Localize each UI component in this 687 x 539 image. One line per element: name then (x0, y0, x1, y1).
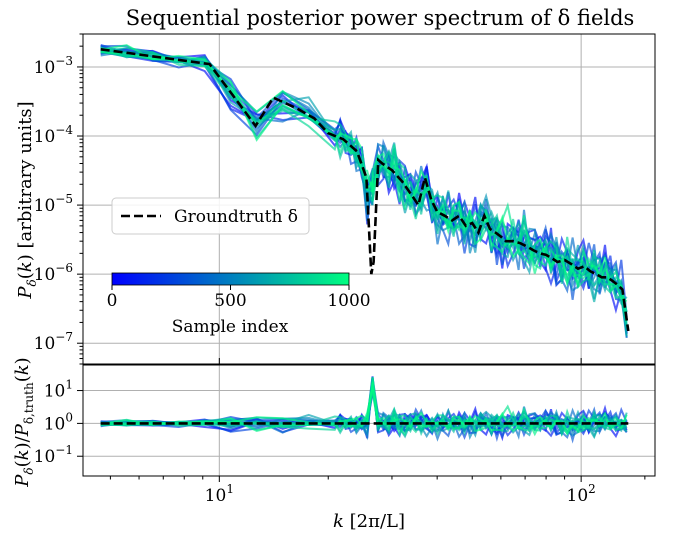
bottom-panel-y-ticks: 101 100 10−1 (34, 378, 83, 467)
top-y-tick-label: 10−6 (34, 261, 73, 285)
ratio-sample-line (100, 377, 628, 438)
top-y-tick-label: 10−3 (34, 54, 73, 78)
colorbar-gradient (111, 272, 350, 286)
top-y-axis-label: Pδ(k) [arbitrary units] (15, 101, 39, 299)
ratio-sample-line (100, 382, 628, 436)
colorbar-ticks: 0 500 1000 (107, 285, 371, 311)
bottom-y-tick-label: 100 (44, 410, 73, 434)
top-y-tick-label: 10−7 (34, 330, 73, 354)
legend-groundtruth-label: Groundtruth δ (174, 207, 298, 227)
bottom-y-axis-label: Pδ(k)/Pδ,truth(k) (12, 357, 36, 487)
legend: Groundtruth δ (111, 197, 310, 235)
top-y-tick-label: 10−4 (34, 123, 74, 147)
legend-box (111, 197, 310, 235)
top-panel-frame (82, 33, 656, 365)
posterior-sample-line (100, 46, 628, 325)
top-panel-y-ticks: 10−3 10−4 10−5 10−6 10−7 (34, 33, 83, 365)
posterior-sample-line (100, 46, 628, 329)
colorbar-tick-label: 0 (107, 291, 118, 311)
colorbar: 0 500 1000 Sample index (107, 272, 371, 337)
bottom-y-tick-label: 10−1 (34, 443, 73, 467)
x-tick-label: 101 (205, 482, 234, 506)
colorbar-tick-label: 1000 (327, 291, 370, 311)
colorbar-label: Sample index (172, 317, 289, 337)
bottom-panel-ratio-lines (100, 376, 628, 444)
x-axis-label: k [2π/L] (333, 511, 405, 532)
bottom-panel-frame (82, 364, 656, 477)
top-y-tick-label: 10−5 (34, 192, 73, 216)
bottom-panel-x-ticks: 101 102 (109, 476, 646, 506)
chart-title: Sequential posterior power spectrum of δ… (126, 6, 635, 30)
bottom-y-tick-label: 101 (44, 378, 73, 402)
groundtruth-line (100, 48, 630, 332)
posterior-sample-line (100, 51, 628, 313)
ratio-sample-line (100, 381, 627, 439)
x-tick-label: 102 (567, 482, 596, 506)
posterior-sample-line (100, 44, 628, 303)
colorbar-tick-label: 500 (214, 291, 246, 311)
top-panel-x-ticks (218, 358, 582, 364)
